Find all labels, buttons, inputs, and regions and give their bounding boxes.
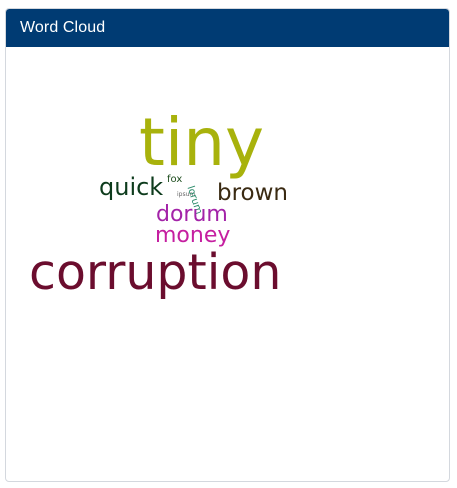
word-fox[interactable]: fox [167, 174, 183, 185]
panel-header: Word Cloud [6, 9, 449, 47]
word-quick[interactable]: quick [99, 173, 164, 201]
word-brown[interactable]: brown [217, 180, 289, 206]
word-cloud: tiny quick fox ipsum lorum brown dorum m… [6, 9, 449, 481]
word-ipsum[interactable]: ipsum [177, 191, 196, 198]
word-money[interactable]: money [155, 223, 231, 248]
word-corruption[interactable]: corruption [29, 244, 282, 301]
word-cloud-panel: Word Cloud tiny quick fox ipsum lorum br… [5, 8, 450, 482]
word-tiny[interactable]: tiny [139, 104, 265, 181]
panel-title: Word Cloud [20, 19, 106, 36]
word-dorum[interactable]: dorum [156, 202, 228, 227]
